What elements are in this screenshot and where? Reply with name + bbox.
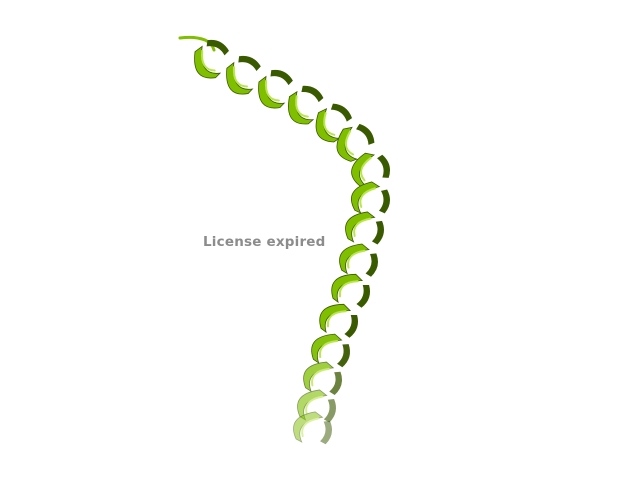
helix-turn (258, 69, 293, 109)
helix-turn (351, 152, 390, 187)
helix-turn (319, 303, 359, 338)
helix-turn (311, 333, 350, 368)
helix-turn (315, 103, 353, 143)
helix-turn (339, 243, 378, 277)
helix-turn (288, 85, 324, 125)
helix-turn (194, 39, 229, 79)
helix-turn (293, 411, 333, 445)
helix-turn (297, 389, 336, 423)
helix-turn (226, 55, 261, 95)
helix-turn (345, 211, 384, 245)
helix-turn (336, 123, 375, 162)
helix-turn (303, 361, 342, 396)
license-watermark: License expired (203, 234, 326, 250)
helix-turn (331, 273, 371, 308)
helix-turn (351, 181, 390, 214)
helix-turns (178, 35, 390, 445)
